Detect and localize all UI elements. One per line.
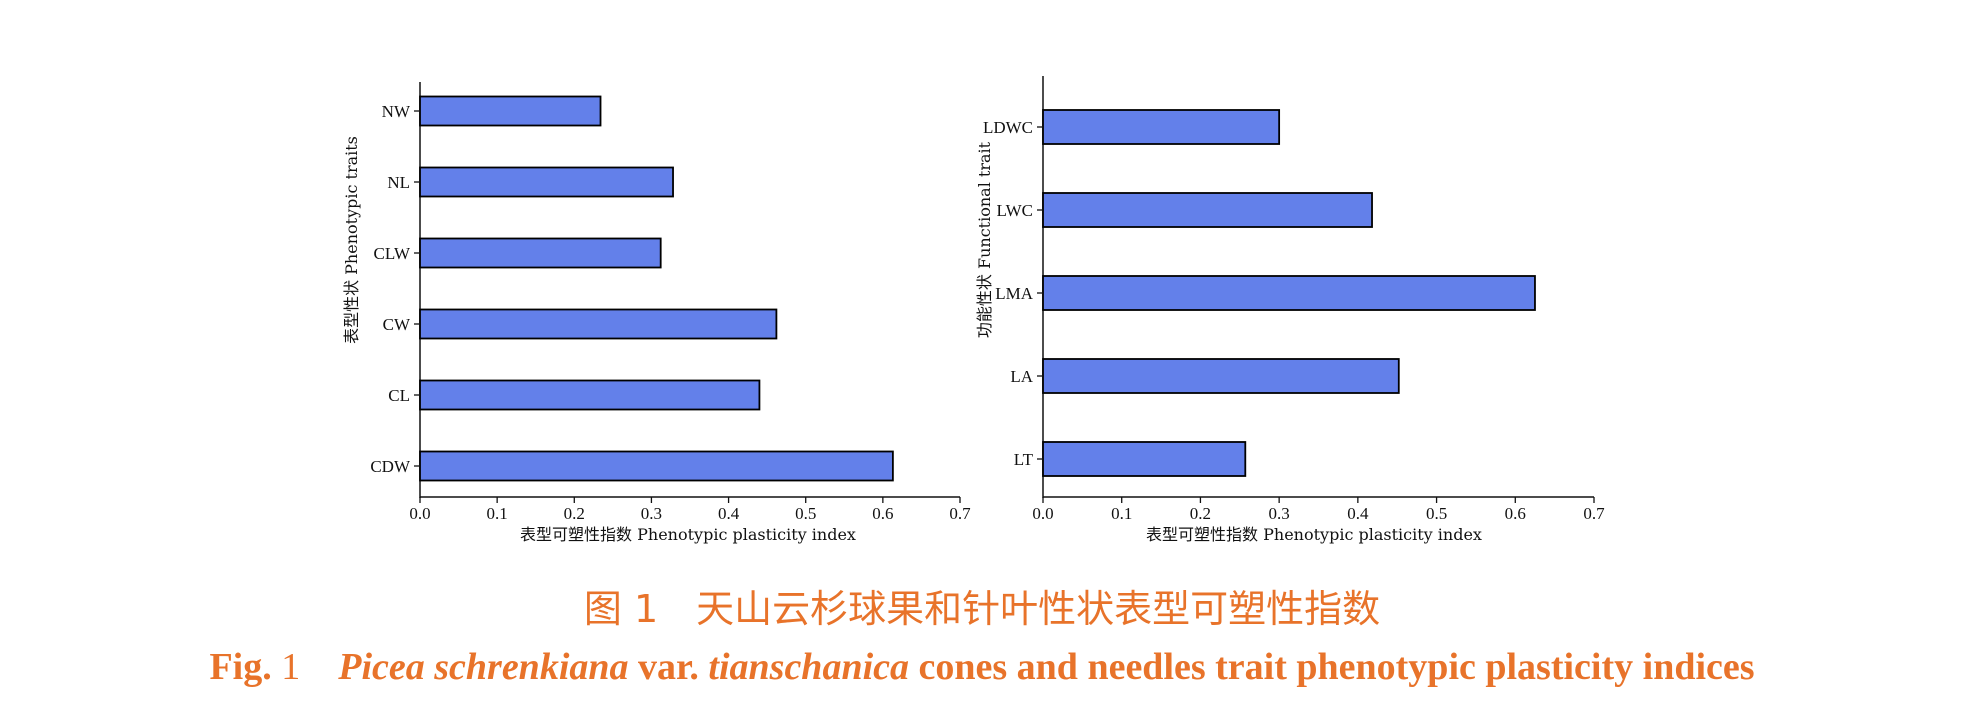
x-tick-label: 0.6 <box>872 504 893 523</box>
x-axis-title: 表型可塑性指数 Phenotypic plasticity index <box>1146 525 1482 544</box>
category-label-lwc: LWC <box>996 201 1033 220</box>
x-tick-label: 0.0 <box>409 504 430 523</box>
x-tick-label: 0.6 <box>1505 504 1526 523</box>
x-tick-label: 0.2 <box>1190 504 1211 523</box>
x-tick-label: 0.1 <box>487 504 508 523</box>
figure-canvas: 0.0 0.1 0.2 0.3 0.4 0.5 0.6 0.7 CDW CL CW CLW NL NW 表型… <box>342 76 1605 544</box>
category-label-la: LA <box>1010 367 1033 386</box>
chart-functional-traits: 0.0 0.1 0.2 0.3 0.4 0.5 0.6 0.7 LT LA LMA LWC LDWC 功能… <box>975 76 1605 544</box>
x-tick-label: 0.5 <box>795 504 816 523</box>
x-tick-label: 0.5 <box>1426 504 1447 523</box>
x-axis-title: 表型可塑性指数 Phenotypic plasticity index <box>520 525 856 544</box>
bar-ldwc <box>1042 109 1281 145</box>
caption-figure-number: 1 <box>281 646 301 688</box>
bar-cl <box>419 379 761 411</box>
category-label-ldwc: LDWC <box>983 118 1033 137</box>
category-label-lt: LT <box>1014 450 1034 469</box>
category-label-cw: CW <box>383 315 411 334</box>
caption-subspecies-name: tianschanica <box>708 646 910 688</box>
figure-caption-chinese: 图 1 天山云杉球果和针叶性状表型可塑性指数 <box>583 587 1381 631</box>
caption-figure-dot: . <box>262 646 282 688</box>
category-label-nw: NW <box>382 102 411 121</box>
caption-species-name: Picea schrenkiana <box>338 646 629 688</box>
caption-rest: cones and needles trait phenotypic plast… <box>918 646 1755 688</box>
bar-clw <box>419 237 662 269</box>
x-tick-label: 0.3 <box>641 504 662 523</box>
x-tick-label: 0.0 <box>1032 504 1053 523</box>
bar-la <box>1042 358 1400 394</box>
category-label-lma: LMA <box>995 284 1034 303</box>
figure-caption-english: Fig. 1 Picea schrenkiana var. tianschani… <box>0 645 1964 689</box>
x-tick-label: 0.3 <box>1269 504 1290 523</box>
x-tick-label: 0.7 <box>949 504 971 523</box>
x-tick-label: 0.4 <box>1347 504 1369 523</box>
bar-lma <box>1042 275 1536 311</box>
x-tick-label: 0.4 <box>718 504 740 523</box>
x-tick-label: 0.2 <box>564 504 585 523</box>
bar-nw <box>419 95 602 127</box>
bar-cdw <box>419 450 894 482</box>
x-tick-label: 0.7 <box>1583 504 1605 523</box>
bar-lwc <box>1042 192 1373 228</box>
caption-var: var. <box>638 646 699 688</box>
category-label-clw: CLW <box>373 244 410 263</box>
category-label-cl: CL <box>388 386 410 405</box>
bar-lt <box>1042 441 1247 477</box>
chart-phenotypic-traits: 0.0 0.1 0.2 0.3 0.4 0.5 0.6 0.7 CDW CL CW CLW NL NW 表型… <box>342 82 971 544</box>
bar-nl <box>419 166 674 198</box>
y-axis-title: 功能性状 Functional trait <box>975 141 994 338</box>
y-axis-title: 表型性状 Phenotypic traits <box>342 136 361 344</box>
bar-cw <box>419 308 778 340</box>
category-label-cdw: CDW <box>370 457 411 476</box>
caption-figure-label: Fig <box>209 646 263 688</box>
x-tick-label: 0.1 <box>1111 504 1132 523</box>
category-label-nl: NL <box>387 173 410 192</box>
